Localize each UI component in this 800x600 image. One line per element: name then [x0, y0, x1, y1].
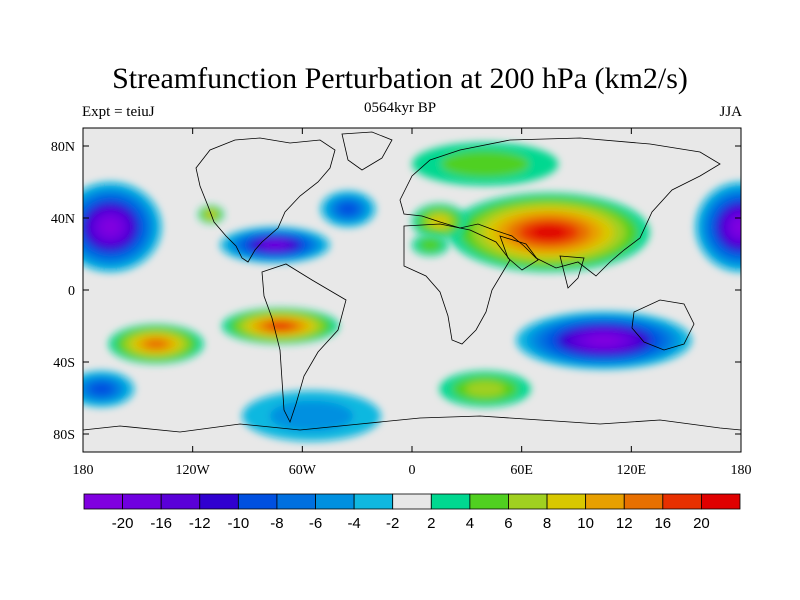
- coast-eurasia: [399, 137, 721, 277]
- colorbar-label: 10: [577, 515, 594, 532]
- colorbar-box: [353, 493, 394, 510]
- anomaly-s-pacific-high: [221, 308, 339, 344]
- season-label: JJA: [719, 104, 742, 120]
- colorbar-box: [160, 493, 201, 510]
- colorbar-box: [122, 493, 162, 510]
- colorbar-box: [315, 493, 355, 510]
- colorbar-label: -8: [270, 515, 283, 532]
- lon-tick-label: 120E: [617, 463, 647, 478]
- anomaly-s-indian-high: [439, 371, 531, 407]
- colorbar-box: [662, 493, 702, 510]
- anomaly-nh-pacific-low-e: [695, 182, 741, 272]
- anomaly-s-pacific-low: [83, 371, 135, 407]
- coast-india: [559, 255, 585, 289]
- lon-tick-label: 180: [731, 463, 752, 478]
- colorbar-label: -12: [189, 515, 211, 532]
- colorbar-label: -4: [347, 515, 360, 532]
- coast-greenland: [341, 131, 393, 171]
- colorbar-label: 16: [654, 515, 671, 532]
- colorbar-label: -20: [112, 515, 134, 532]
- colorbar: -20 -16 -12 -10 -8 -6 -4 -2 2 4 6 8 10 12 16 20: [83, 493, 741, 532]
- anomaly-central-america-low: [220, 227, 330, 263]
- lon-tick-label: 120W: [176, 463, 211, 478]
- colorbar-label: -6: [309, 515, 322, 532]
- coast-arabia: [499, 235, 539, 271]
- anomaly-antarctic-low: [242, 390, 381, 442]
- colorbar-box: [392, 493, 432, 510]
- colorbar-label: 4: [466, 515, 474, 532]
- plot-title: Streamfunction Perturbation at 200 hPa (…: [112, 62, 688, 95]
- anomaly-mediterranean-high: [412, 234, 449, 256]
- colorbar-box: [83, 493, 123, 510]
- time-label: 0564kyr BP: [363, 100, 437, 116]
- experiment-label: Expt = teiuJ: [82, 104, 155, 120]
- colorbar-box: [430, 493, 471, 510]
- lat-tick-label: 80S: [53, 428, 75, 443]
- map-axes: 180 120W 60W 0 60E 120E 180 80N 40N 0 40S 80S: [51, 128, 752, 478]
- colorbar-box: [701, 493, 741, 510]
- lat-tick-label: 40S: [53, 356, 75, 371]
- anomaly-n-atlantic-low: [320, 191, 376, 227]
- lon-tick-label: 180: [73, 463, 94, 478]
- colorbar-label: -16: [150, 515, 172, 532]
- anomaly-indian-ocean-low: [516, 311, 692, 370]
- colorbar-box: [623, 493, 664, 510]
- coast-north-america: [195, 137, 336, 263]
- coast-south-america: [261, 263, 347, 424]
- colorbar-box: [546, 493, 587, 510]
- map-field: [82, 127, 742, 453]
- colorbar-label: 20: [693, 515, 710, 532]
- lon-tick-label: 60W: [289, 463, 317, 478]
- colorbar-box: [508, 493, 548, 510]
- coast-australia: [631, 299, 695, 351]
- colorbar-box: [199, 493, 239, 510]
- colorbar-label: 6: [504, 515, 512, 532]
- coast-africa: [403, 223, 511, 345]
- coastlines: [83, 131, 741, 433]
- lat-tick-label: 40N: [51, 212, 75, 227]
- colorbar-box: [585, 493, 625, 510]
- colorbar-label: 12: [616, 515, 633, 532]
- anomaly-asian-high: [448, 192, 650, 272]
- colorbar-label: -2: [386, 515, 399, 532]
- lat-tick-label: 80N: [51, 140, 75, 155]
- lon-tick-label: 0: [409, 463, 416, 478]
- map-background: [83, 128, 741, 452]
- coast-antarctica: [83, 415, 741, 433]
- colorbar-box: [276, 493, 316, 510]
- colorbar-label: -10: [228, 515, 250, 532]
- anomaly-s-pacific-high-w: [108, 324, 204, 364]
- lat-tick-label: 0: [68, 284, 75, 299]
- colorbar-label: 2: [427, 515, 435, 532]
- colorbar-box: [469, 493, 509, 510]
- anomaly-arctic-high: [412, 142, 559, 186]
- colorbar-label: 8: [543, 515, 551, 532]
- lon-tick-label: 60E: [510, 463, 533, 478]
- colorbar-box: [237, 493, 278, 510]
- anomaly-nh-pacific-low-w: [83, 182, 162, 272]
